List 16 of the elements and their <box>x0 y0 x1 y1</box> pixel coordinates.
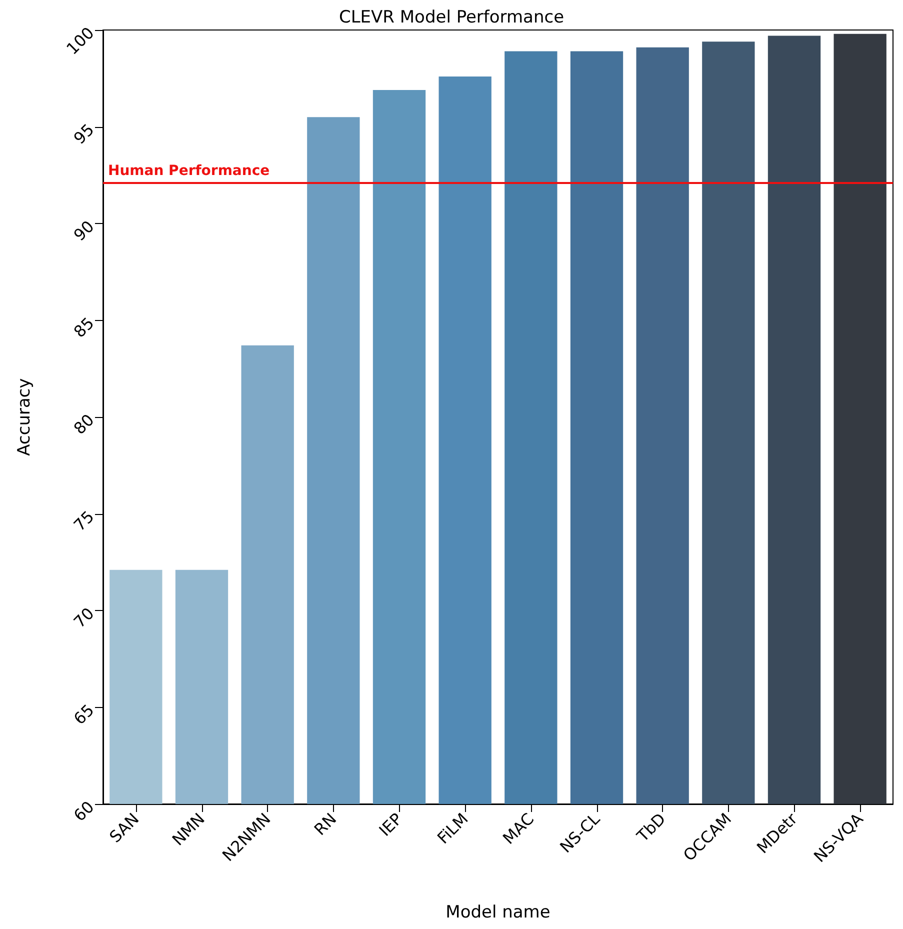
y-tick-label: 80 <box>70 410 98 438</box>
y-tick-label: 95 <box>70 120 98 148</box>
ref-line-label: Human Performance <box>108 162 270 179</box>
x-axis-title: Model name <box>446 902 550 922</box>
y-tick-label: 65 <box>70 700 98 728</box>
y-tick-label: 85 <box>70 314 98 342</box>
y-tick-label: 100 <box>62 23 98 58</box>
x-tick-label: IEP <box>375 809 406 840</box>
y-tick-label: 60 <box>70 797 98 826</box>
y-tick-label: 70 <box>70 604 98 632</box>
x-tick-label: TbD <box>632 809 670 846</box>
y-tick-label: 75 <box>70 507 98 535</box>
x-tick-label: RN <box>310 809 340 840</box>
y-tick-label: 90 <box>70 216 98 245</box>
y-axis-title: Accuracy <box>14 378 34 456</box>
chart-title: CLEVR Model Performance <box>338 8 564 28</box>
